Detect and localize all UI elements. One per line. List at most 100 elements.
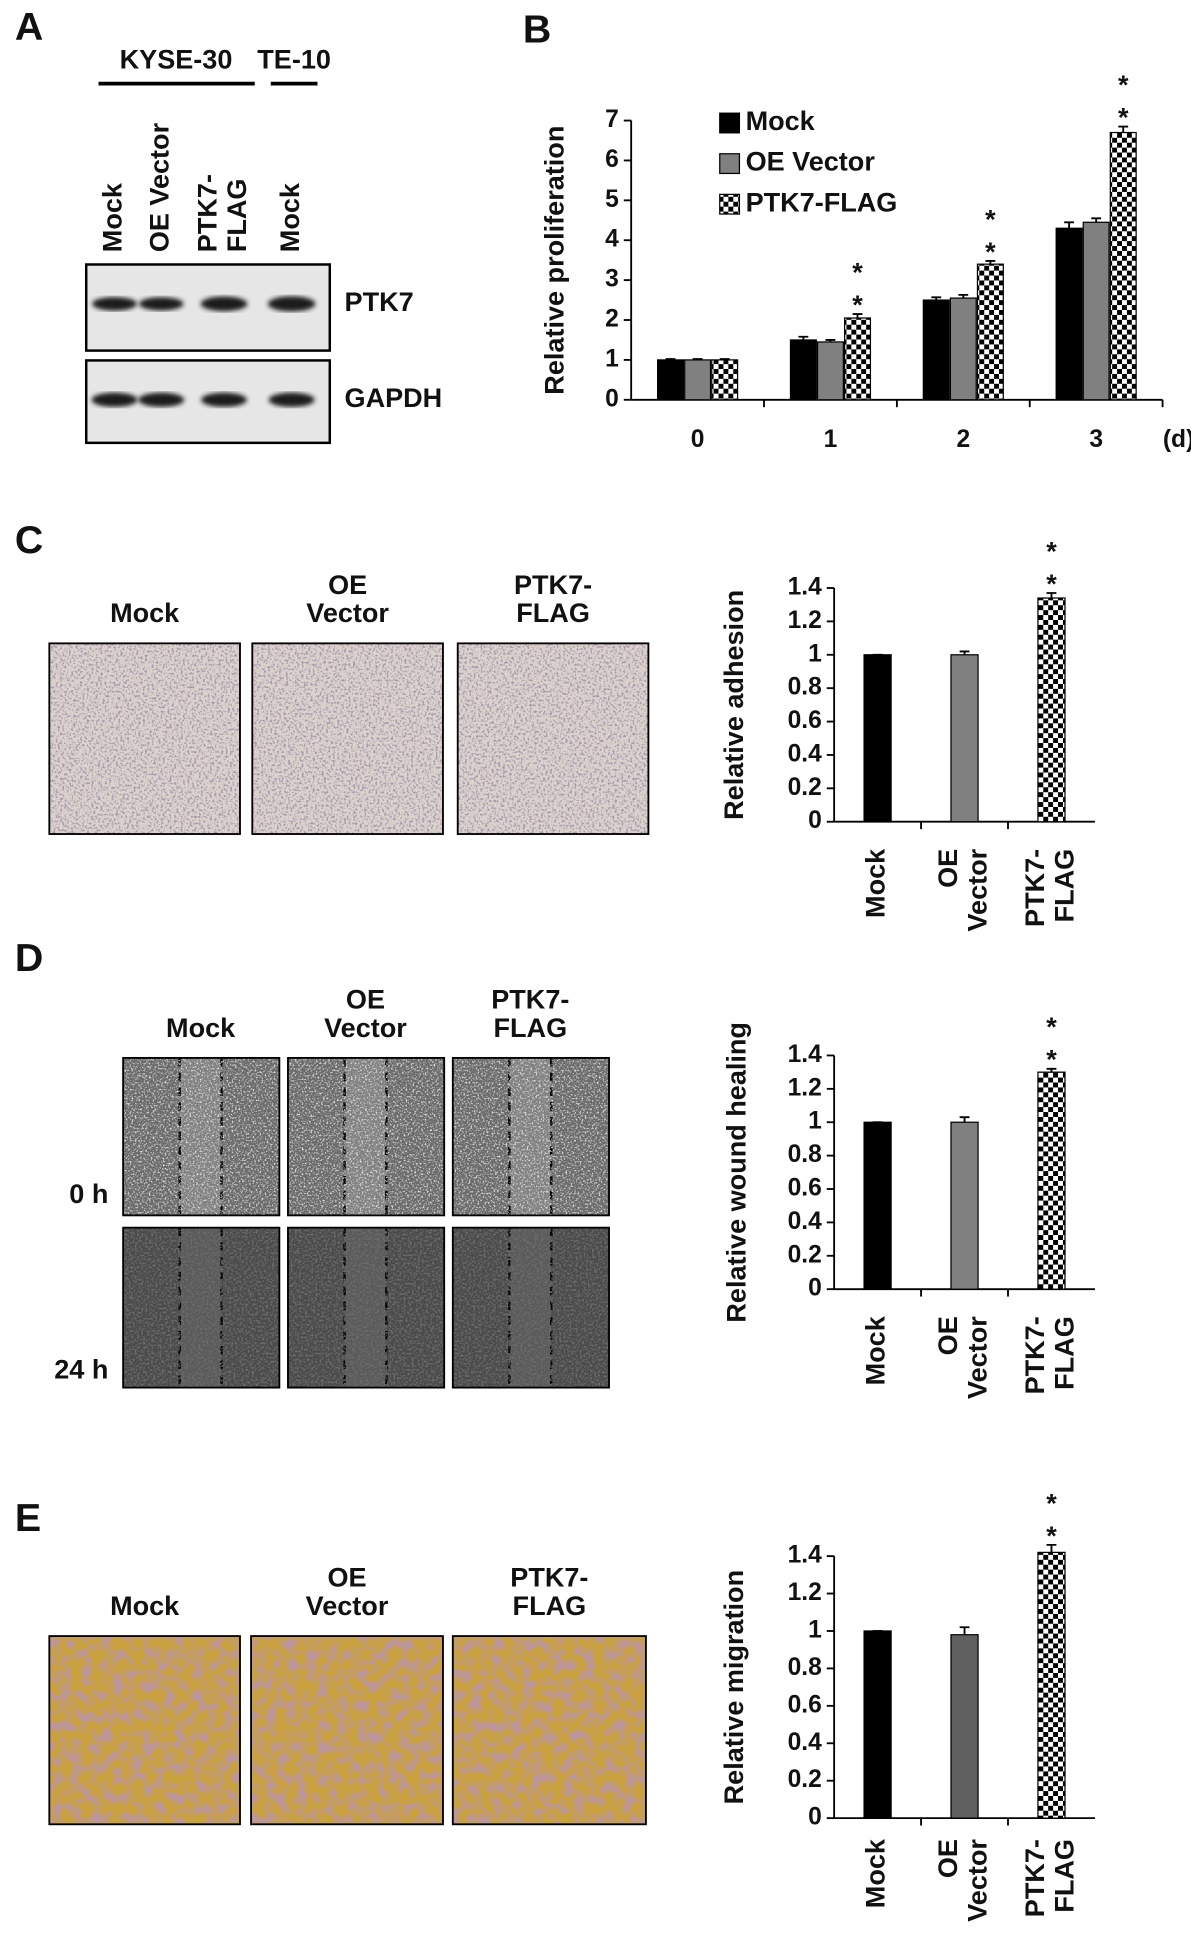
x-tick-label: OE bbox=[933, 1316, 963, 1355]
micrograph-frame bbox=[122, 1056, 281, 1217]
bar bbox=[950, 1121, 979, 1290]
error-bar bbox=[985, 260, 996, 265]
micrograph-frame bbox=[48, 1635, 241, 1826]
image-title: Vector bbox=[324, 1013, 407, 1043]
x-tick-label: OE bbox=[933, 1839, 963, 1878]
micrograph bbox=[451, 1056, 610, 1217]
image-title: FLAG bbox=[513, 1591, 587, 1621]
y-tick-label: 3 bbox=[605, 266, 619, 293]
legend-label: Mock bbox=[746, 106, 816, 136]
x-tick-label: Vector bbox=[962, 848, 992, 931]
bar bbox=[816, 341, 844, 401]
panel-label: B bbox=[523, 7, 551, 51]
micrograph-frame bbox=[287, 1226, 446, 1389]
x-tick-label: Mock bbox=[861, 1838, 891, 1908]
micrograph bbox=[48, 1635, 241, 1826]
x-tick-label: Vector bbox=[962, 1839, 992, 1922]
image-title: Vector bbox=[306, 1591, 389, 1621]
significance-mark: ** bbox=[975, 204, 1005, 269]
significance-mark: ** bbox=[1036, 1012, 1066, 1077]
micrograph-frame bbox=[456, 642, 650, 835]
micrograph-frame bbox=[122, 1226, 281, 1389]
y-tick-label: 6 bbox=[605, 146, 619, 173]
error-bar bbox=[1091, 217, 1102, 223]
error-bar bbox=[1046, 1067, 1057, 1073]
panel-label: A bbox=[15, 5, 43, 49]
significance-mark: ** bbox=[1108, 70, 1138, 135]
lane-label: PTK7- bbox=[192, 174, 222, 252]
image-title: FLAG bbox=[493, 1013, 567, 1043]
y-tick-label: 0.8 bbox=[788, 1141, 822, 1168]
error-bar bbox=[719, 358, 730, 361]
y-tick-label: 0.6 bbox=[788, 707, 822, 734]
image-title: Mock bbox=[166, 1013, 236, 1043]
micrograph-texture bbox=[452, 1057, 610, 1216]
error-bar bbox=[931, 296, 942, 301]
bar bbox=[1082, 221, 1110, 401]
error-bar bbox=[1118, 125, 1129, 133]
micrograph-texture bbox=[287, 1057, 445, 1216]
cell-line-label: KYSE-30 bbox=[120, 45, 233, 75]
error-bar bbox=[798, 335, 809, 340]
error-bar bbox=[959, 1626, 970, 1635]
y-axis-label: Relative migration bbox=[719, 1570, 749, 1804]
timepoint-label: 0 h bbox=[69, 1179, 108, 1209]
legend-swatch bbox=[719, 153, 741, 175]
bar bbox=[863, 1630, 892, 1819]
error-bar bbox=[852, 313, 863, 319]
legend-swatch bbox=[719, 112, 741, 134]
micrograph bbox=[451, 1635, 647, 1826]
micrograph bbox=[122, 1226, 281, 1389]
significance-mark: ** bbox=[1036, 1488, 1066, 1553]
micrograph-frame bbox=[250, 1635, 444, 1826]
y-tick-label: 1 bbox=[808, 640, 822, 667]
lane-label: OE Vector bbox=[144, 122, 174, 252]
micrograph-texture bbox=[49, 1636, 240, 1825]
y-tick-label: 4 bbox=[605, 226, 619, 253]
lane-label: Mock bbox=[275, 182, 305, 252]
y-tick-label: 5 bbox=[605, 186, 619, 213]
y-tick-label: 1 bbox=[605, 345, 619, 372]
image-title: Mock bbox=[110, 598, 180, 628]
x-tick-label: FLAG bbox=[1049, 1839, 1079, 1913]
error-bar bbox=[825, 339, 836, 342]
y-tick-label: 1.4 bbox=[788, 1542, 823, 1569]
cell-line-label: TE-10 bbox=[257, 45, 331, 75]
protein-label: PTK7 bbox=[345, 287, 414, 317]
bar bbox=[1037, 1551, 1066, 1819]
y-tick-label: 7 bbox=[605, 106, 619, 133]
y-tick-label: 1.2 bbox=[788, 607, 822, 634]
micrograph bbox=[48, 642, 241, 835]
significance-mark: ** bbox=[843, 257, 873, 322]
bar bbox=[949, 297, 977, 401]
protein-label: GAPDH bbox=[345, 383, 443, 413]
image-title: Mock bbox=[110, 1591, 180, 1621]
image-title: PTK7- bbox=[514, 570, 592, 600]
image-title: OE bbox=[328, 570, 367, 600]
micrograph-texture bbox=[287, 1227, 445, 1388]
timepoint-label: 24 h bbox=[54, 1355, 108, 1385]
bar bbox=[843, 317, 872, 401]
bar bbox=[950, 654, 979, 823]
y-tick-label: 0.8 bbox=[788, 1654, 822, 1681]
bar bbox=[711, 359, 739, 401]
x-tick-label: Mock bbox=[861, 1315, 891, 1385]
y-tick-label: 1 bbox=[808, 1616, 822, 1643]
significance-mark: ** bbox=[1036, 536, 1066, 601]
legend-label: OE Vector bbox=[746, 147, 876, 177]
y-tick-label: 0.4 bbox=[788, 1208, 823, 1235]
blot-band bbox=[138, 297, 184, 311]
y-tick-label: 0 bbox=[808, 807, 822, 834]
bar bbox=[863, 1121, 892, 1290]
panel-label: C bbox=[15, 518, 43, 562]
micrograph-frame bbox=[48, 642, 241, 835]
y-tick-label: 0.6 bbox=[788, 1175, 822, 1202]
image-title: PTK7- bbox=[510, 1563, 588, 1593]
y-tick-label: 0.2 bbox=[788, 1241, 822, 1268]
lane-label: Mock bbox=[98, 182, 128, 252]
image-title: Vector bbox=[306, 598, 389, 628]
micrograph-texture bbox=[452, 1636, 646, 1825]
y-tick-label: 2 bbox=[605, 306, 619, 333]
micrograph-texture bbox=[452, 1227, 610, 1388]
